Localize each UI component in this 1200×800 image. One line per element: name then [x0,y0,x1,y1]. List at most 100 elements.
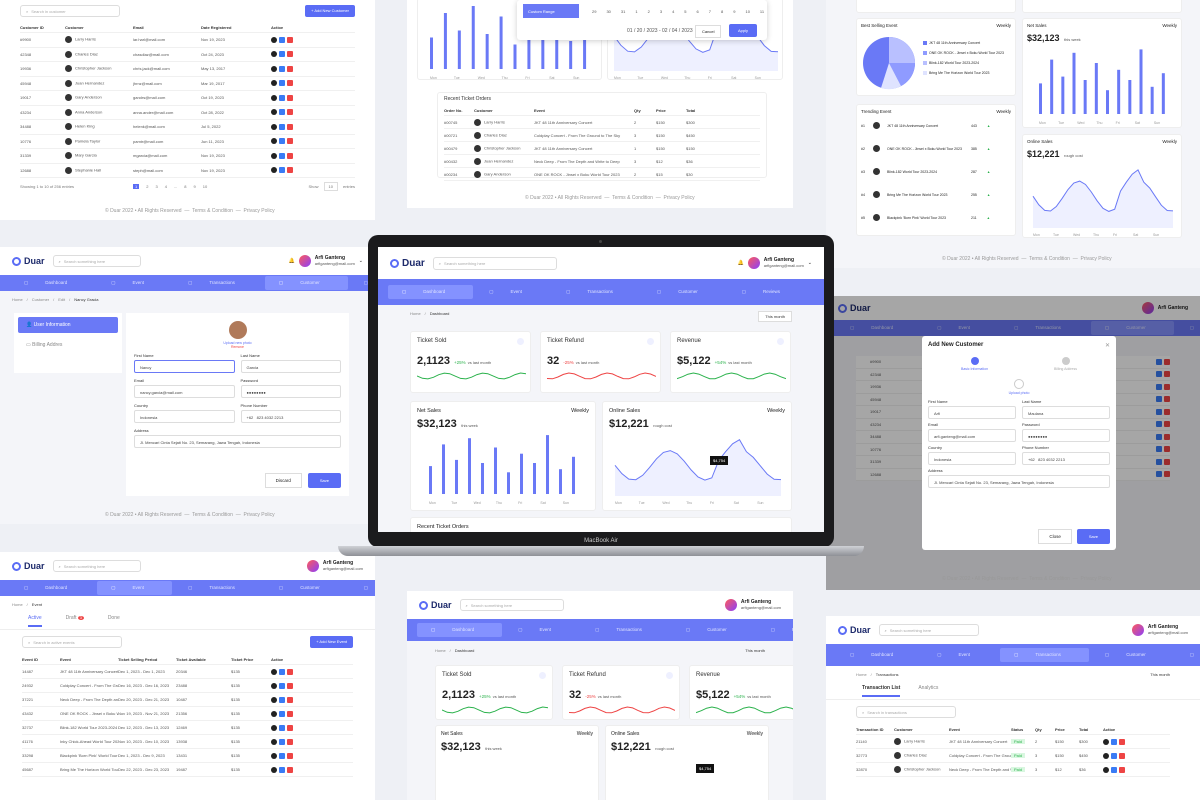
phone-input[interactable]: +62 823 4032 2213 [1022,452,1110,465]
delete-icon[interactable] [1164,446,1170,453]
nav-item-reviews[interactable]: ▢Reviews [350,581,375,595]
view-icon[interactable] [271,80,277,87]
view-icon[interactable] [271,152,277,159]
nav-item-event[interactable]: ▢ Event [475,285,550,299]
edit-icon[interactable] [1156,371,1162,378]
user-menu[interactable]: 🔔 Arfi Ganteng arfiganteng@mail.com ⌄ [737,257,812,269]
edit-icon[interactable] [279,36,285,43]
calendar-day[interactable]: 2 [647,9,650,14]
edit-icon[interactable] [279,109,285,116]
page-button[interactable]: ... [173,184,178,189]
edit-icon[interactable] [1156,358,1162,365]
global-search-input[interactable]: ⌕ Search something here [878,624,979,636]
table-row[interactable]: #9900 Larry Harris lar.harl@mail.com Nov 19… [20,33,355,48]
edit-icon[interactable] [279,766,285,773]
view-icon[interactable] [1103,766,1109,773]
save-button[interactable]: Save [307,473,341,488]
view-icon[interactable] [271,138,277,145]
privacy-link[interactable]: Privacy Policy [1080,576,1112,582]
user-menu[interactable]: Arfi Ganteng arfiganteng@mail.com [724,599,781,611]
delete-icon[interactable] [287,710,293,717]
nav-item-dashboard[interactable]: ▢ Dashboard [388,285,474,299]
list-item[interactable]: #2 ONE OK ROCK - Jinsei x Boku World Tour… [861,137,1011,160]
delete-icon[interactable] [287,738,293,745]
add-event-button[interactable]: + Add New Event [310,636,353,648]
nav-item-customer[interactable]: ▢ Customer [643,285,726,299]
list-item[interactable]: #4 Bring Me The Horizon World Tour 2023 25… [861,183,1011,206]
nav-item-transactions[interactable]: ▢ Transactions [174,276,263,290]
calendar-day[interactable]: 6 [696,9,699,14]
upload-photo-link[interactable]: Upload photo [1008,391,1030,395]
edit-icon[interactable] [279,152,285,159]
edit-icon[interactable] [1156,383,1162,390]
delete-icon[interactable] [287,668,293,675]
transaction-search-input[interactable]: ⌕ Search in transactions [856,706,956,718]
edit-icon[interactable] [279,80,285,87]
view-icon[interactable] [271,682,277,689]
global-search-input[interactable]: ⌕ Search something here [432,256,557,270]
view-icon[interactable] [1103,752,1109,759]
terms-link[interactable]: Terms & Condition [1029,576,1070,582]
global-search-input[interactable]: ⌕ Search something here [459,599,564,611]
period-select[interactable]: Weekly [576,731,593,737]
custom-range-option[interactable]: Custom Range [523,4,579,18]
discard-button[interactable]: Discard [264,473,302,488]
address-input[interactable]: Jl. Mencari Cinta Sejati No. 23, Semaran… [928,475,1110,488]
table-row[interactable]: 45948 Juan Hernandez jhrnz@mail.com Mar 19,… [20,77,355,91]
phone-input[interactable]: +62 823 4032 2213 [240,410,341,423]
nav-item-dashboard[interactable]: ▢ Dashboard [836,321,921,335]
period-select[interactable]: This month [1150,672,1170,677]
nav-item-settings[interactable]: ▢Settings [810,285,825,299]
view-icon[interactable] [271,696,277,703]
event-search-input[interactable]: ⌕ Search in active events [22,636,122,648]
view-icon[interactable] [271,752,277,759]
calendar-day[interactable]: 9 [733,9,736,14]
breadcrumb-item[interactable]: Home [410,311,421,316]
delete-icon[interactable] [287,138,293,145]
calendar-day[interactable]: 30 [606,9,611,14]
last-name-input[interactable]: Maulana [1022,406,1110,419]
nav-item-dashboard[interactable]: ▢ Dashboard [10,276,95,290]
period-select[interactable]: Weekly [1162,139,1177,144]
delete-icon[interactable] [287,36,293,43]
edit-icon[interactable] [279,752,285,759]
period-select[interactable]: This month [758,311,792,322]
page-button[interactable]: 9 [193,184,196,189]
period-select[interactable]: Weekly [1162,23,1177,28]
calendar-day[interactable]: 11 [759,9,765,14]
delete-icon[interactable] [287,766,293,773]
view-icon[interactable] [271,36,277,43]
table-row[interactable]: 21140 Larry Harris JKT 48 11th Anniversary… [856,735,1170,749]
tab-active[interactable]: Active [28,615,42,627]
page-button[interactable]: 3 [155,184,158,189]
calendar-day[interactable]: 5 [684,9,687,14]
page-button[interactable]: 10 [202,184,208,189]
first-name-input[interactable]: Nancy [134,360,235,373]
view-icon[interactable] [271,724,277,731]
edit-icon[interactable] [279,65,285,72]
calendar-day[interactable]: 29 [592,9,597,14]
edit-icon[interactable] [279,724,285,731]
calendar-day[interactable]: 31 [620,9,626,14]
period-select[interactable]: Weekly [996,109,1011,114]
nav-item-customer[interactable]: ▢ Customer [265,581,348,595]
delete-icon[interactable] [287,167,293,174]
edit-icon[interactable] [279,710,285,717]
nav-item-transactions[interactable]: ▢ Transactions [1000,321,1089,335]
delete-icon[interactable] [1119,738,1125,745]
password-input[interactable]: ●●●●●●●● [240,385,341,398]
edit-icon[interactable] [1156,471,1162,478]
email-input[interactable]: nancy.garcia@mail.com [134,385,235,398]
nav-item-customer[interactable]: ▢ Customer [1091,648,1174,662]
edit-icon[interactable] [279,51,285,58]
nav-item-event[interactable]: ▢ Event [923,648,998,662]
delete-icon[interactable] [1119,766,1125,773]
table-row[interactable]: 33298 Blackpink 'Born Pink' World Tour 20… [22,749,353,763]
cancel-button[interactable]: Cancel [695,25,722,38]
table-row[interactable]: 37221 Neck Deep - From The Depth and Writ… [22,693,353,707]
close-button[interactable]: Close [1038,529,1072,544]
delete-icon[interactable] [1164,458,1170,465]
period-select[interactable]: Weekly [996,23,1011,28]
first-name-input[interactable]: Arfi [928,406,1016,419]
list-item[interactable]: #1 JKT 48 11th Anniversary Concert 443 ▲ [861,114,1011,137]
